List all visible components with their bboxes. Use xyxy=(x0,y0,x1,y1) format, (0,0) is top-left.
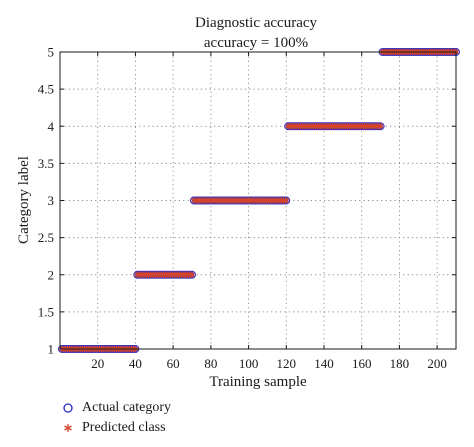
predicted-class-point xyxy=(283,197,290,204)
y-tick-label: 3.5 xyxy=(38,156,54,171)
x-tick-label: 140 xyxy=(314,356,334,371)
predicted-class-point xyxy=(377,123,384,130)
x-tick-label: 160 xyxy=(352,356,372,371)
plot-area-frame xyxy=(59,51,457,350)
y-tick-label: 3 xyxy=(48,193,55,208)
chart-title: Diagnostic accuracy xyxy=(195,15,318,31)
y-tick-label: 2.5 xyxy=(38,230,54,245)
x-tick-label: 60 xyxy=(167,356,180,371)
x-tick-label: 40 xyxy=(129,356,142,371)
tick-marks xyxy=(60,51,456,350)
y-tick-label: 1 xyxy=(48,342,55,357)
x-tick-label: 100 xyxy=(239,356,259,371)
circle-marker-icon xyxy=(63,403,73,413)
legend-label-actual: Actual category xyxy=(82,400,172,415)
y-tick-label: 5 xyxy=(48,45,55,60)
y-tick-label: 1.5 xyxy=(38,304,54,319)
y-tick-label: 2 xyxy=(48,267,55,282)
x-tick-label: 120 xyxy=(277,356,297,371)
y-tick-label: 4.5 xyxy=(38,82,54,97)
x-axis-label: Training sample xyxy=(209,374,307,390)
asterisk-marker-icon xyxy=(64,424,72,432)
predicted-class-point xyxy=(188,271,196,278)
x-tick-label: 180 xyxy=(390,356,410,371)
legend-label-predicted: Predicted class xyxy=(82,420,166,435)
chart-subtitle: accuracy = 100% xyxy=(204,35,308,51)
x-tick-label: 20 xyxy=(91,356,104,371)
x-tick-label: 80 xyxy=(204,356,217,371)
x-tick-label: 200 xyxy=(427,356,447,371)
y-tick-label: 4 xyxy=(48,119,55,134)
y-axis-label: Category label xyxy=(16,156,32,244)
tick-labels: 20 40 60 80 100 120 140 160 180 200 1 1.5 2 2.5 3 3.5 4 4… xyxy=(38,45,447,372)
